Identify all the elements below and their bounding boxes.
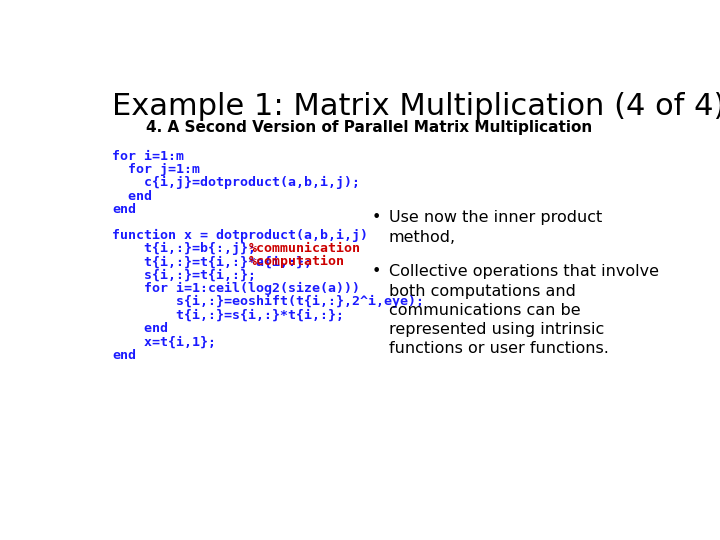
Text: •: • — [372, 210, 381, 225]
Text: for j=1:m: for j=1:m — [112, 163, 200, 176]
Text: t{i,:}=s{i,:}*t{i,:};: t{i,:}=s{i,:}*t{i,:}; — [112, 309, 344, 322]
Text: Use now the inner product
method,: Use now the inner product method, — [389, 210, 602, 245]
Text: end: end — [112, 203, 136, 216]
Text: end: end — [112, 322, 168, 335]
Text: s{i,:}=eoshift(t{i,:},2^i,eye);: s{i,:}=eoshift(t{i,:},2^i,eye); — [112, 295, 424, 308]
Text: %computation: %computation — [249, 255, 345, 268]
Text: •: • — [372, 265, 381, 279]
Text: x=t{i,1};: x=t{i,1}; — [112, 335, 216, 348]
Text: end: end — [112, 190, 153, 202]
Text: %communication: %communication — [249, 242, 361, 255]
Text: t{i,:}=t{i,:}*a{i,:};: t{i,:}=t{i,:}*a{i,:}; — [112, 255, 312, 268]
Text: Example 1: Matrix Multiplication (4 of 4): Example 1: Matrix Multiplication (4 of 4… — [112, 92, 720, 121]
Text: 4. A Second Version of Parallel Matrix Multiplication: 4. A Second Version of Parallel Matrix M… — [146, 120, 592, 134]
Text: for i=1:ceil(log2(size(a))): for i=1:ceil(log2(size(a))) — [112, 282, 360, 295]
Text: end: end — [112, 348, 136, 361]
Text: t{i,:}=b{:,j};: t{i,:}=b{:,j}; — [112, 242, 256, 255]
Text: Collective operations that involve
both computations and
communications can be
r: Collective operations that involve both … — [389, 265, 659, 356]
Text: function x = dotproduct(a,b,i,j): function x = dotproduct(a,b,i,j) — [112, 229, 369, 242]
Text: s{i,:}=t{i,:};: s{i,:}=t{i,:}; — [112, 269, 256, 282]
Text: c{i,j}=dotproduct(a,b,i,j);: c{i,j}=dotproduct(a,b,i,j); — [112, 177, 360, 190]
Text: for i=1:m: for i=1:m — [112, 150, 184, 163]
